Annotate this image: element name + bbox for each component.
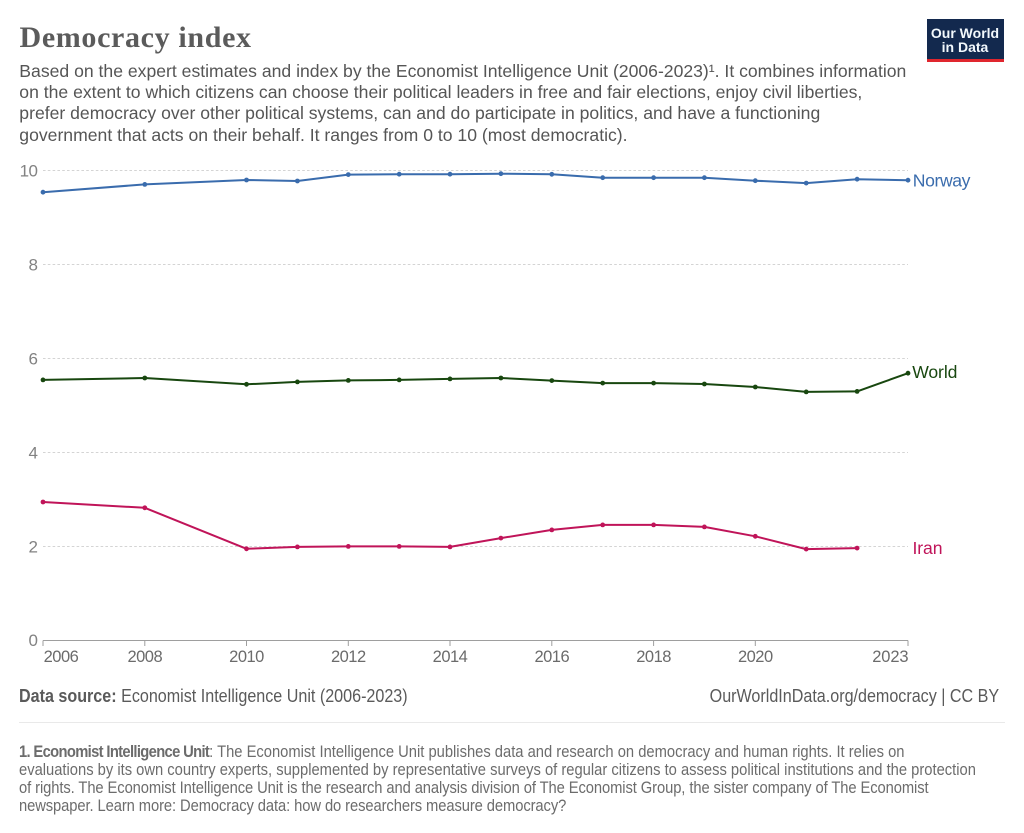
svg-text:2023: 2023 — [872, 648, 908, 666]
svg-text:6: 6 — [29, 350, 38, 369]
svg-text:2: 2 — [29, 538, 38, 557]
svg-text:2014: 2014 — [433, 648, 468, 666]
svg-text:2008: 2008 — [127, 648, 162, 666]
svg-text:4: 4 — [29, 444, 38, 463]
svg-text:World: World — [912, 362, 957, 382]
svg-text:2012: 2012 — [331, 648, 366, 666]
svg-text:2020: 2020 — [738, 648, 773, 666]
svg-text:0: 0 — [29, 631, 38, 650]
svg-text:2018: 2018 — [636, 648, 671, 666]
svg-text:2006: 2006 — [44, 648, 79, 666]
svg-text:8: 8 — [29, 256, 38, 275]
svg-text:Iran: Iran — [913, 538, 943, 558]
svg-text:2016: 2016 — [534, 648, 569, 666]
svg-text:Norway: Norway — [913, 170, 971, 190]
svg-text:10: 10 — [20, 162, 38, 181]
svg-text:2010: 2010 — [229, 648, 264, 666]
